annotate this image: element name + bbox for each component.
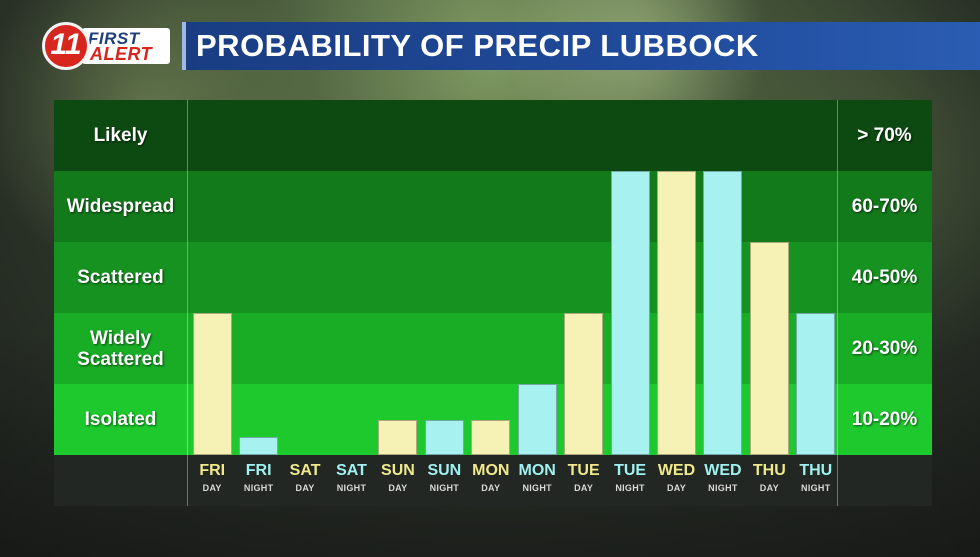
x-tick-period: DAY [202,483,222,493]
x-tick-day: MON [518,462,556,479]
x-tick-day: TUE [567,462,600,479]
x-tick-period: NIGHT [243,483,274,493]
x-tick-day: MON [472,462,510,479]
x-tick-day: SAT [289,462,321,479]
x-tick-period: NIGHT [801,483,831,493]
x-tick-period: DAY [574,483,594,493]
band-label: Scattered [77,267,164,288]
band-label: Isolated [84,409,157,430]
station-logo: FIRST ALERT 11 [42,22,172,70]
logo-badge [82,28,170,64]
band-label: Likely [93,125,148,146]
chart-panel: Likely > 70% Widespread 60-70% Scattered 40-5… [54,100,932,506]
x-tick-day: WED [657,462,696,479]
x-tick-period: DAY [295,483,315,493]
bar-thu-day [749,242,789,455]
bar-fri-day [192,313,232,455]
x-tick-period: NIGHT [429,483,460,493]
x-tick-period: DAY [666,483,687,493]
x-tick-period: NIGHT [336,483,367,493]
band-label: Widespread [66,196,175,217]
logo-first-text: FIRST [88,29,140,48]
x-tick-period: DAY [481,483,501,493]
band-range: 10-20% [851,409,918,430]
left-divider [187,100,188,506]
band-range: 60-70% [851,196,918,217]
band-range: 20-30% [851,338,918,359]
x-tick-period: NIGHT [522,483,552,493]
band-likely: Likely > 70% [54,100,932,171]
band-range: > 70% [857,125,912,146]
x-tick-period: NIGHT [708,483,738,493]
band-scattered: Scattered 40-50% [54,242,932,313]
x-tick-day: THU [752,462,786,479]
x-tick-day: SAT [336,462,367,479]
x-tick-day: WED [704,462,742,479]
bar-tue-night [610,171,650,455]
x-tick-day: FRI [245,462,272,479]
band-range: 40-50% [851,267,918,288]
band-label: Widely Scattered [77,327,164,370]
band-widespread: Widespread 60-70% [54,171,932,242]
bar-sun-night [424,419,464,455]
bar-tue-day [564,313,604,455]
chart-title: PROBABILITY OF PRECIP LUBBOCK [196,28,759,63]
x-axis-bar [54,455,932,506]
right-divider [837,100,838,506]
logo-number: 11 [50,28,82,61]
bar-wed-day [657,171,696,455]
bar-wed-night [703,171,743,455]
bar-thu-night [796,313,836,455]
x-tick-day: SUN [381,462,415,479]
title-bar: PROBABILITY OF PRECIP LUBBOCK [182,22,980,70]
bar-sun-day [378,419,418,455]
bar-mon-night [517,384,557,455]
logo-alert-text: ALERT [90,44,153,64]
x-tick-day: TUE [614,462,647,479]
bar-mon-day [471,419,511,455]
bar-fri-night [239,437,279,455]
x-tick-day: FRI [199,462,226,479]
x-tick-period: NIGHT [615,483,645,493]
logo-circle [42,22,90,70]
x-tick-day: SUN [427,462,462,479]
x-tick-period: DAY [388,483,408,493]
x-tick-period: DAY [759,483,779,493]
x-tick-day: THU [799,462,833,479]
